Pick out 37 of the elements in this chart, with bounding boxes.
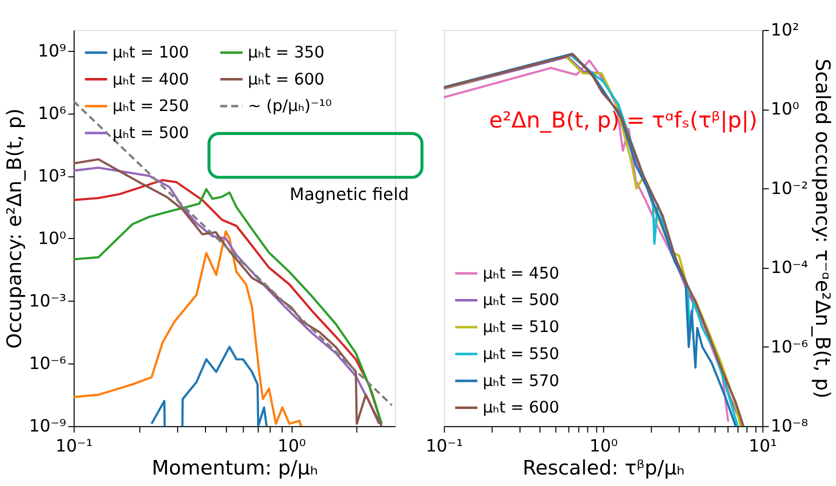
y-tick-label: 10⁻³ bbox=[28, 290, 66, 311]
y-tick-label: 10⁻⁹ bbox=[28, 416, 66, 436]
x-tick-label: 10⁰ bbox=[589, 436, 618, 456]
y-tick-label: 10⁻⁸ bbox=[770, 416, 808, 436]
y-tick-label: 10³ bbox=[38, 165, 66, 186]
x-axis-title: Rescaled: τᵝp/μₕ bbox=[522, 456, 685, 480]
y-tick-label: 10⁻⁴ bbox=[770, 257, 808, 278]
x-tick-label: 10⁰ bbox=[278, 436, 306, 456]
annotation: e²Δn_B(t, p) = τᵅfₛ(τᵝ|p|) bbox=[489, 108, 758, 134]
legend-label: μₕt = 350 bbox=[248, 42, 324, 62]
legend-label: μₕt = 550 bbox=[482, 344, 560, 363]
x-tick-label: 10¹ bbox=[748, 436, 777, 456]
legend-label: μₕt = 600 bbox=[248, 69, 324, 88]
x-axis-title: Momentum: p/μₕ bbox=[152, 456, 318, 480]
y-tick-label: 10⁰ bbox=[38, 228, 66, 248]
y-tick-label: 10⁻⁶ bbox=[770, 336, 808, 356]
legend-label: ~ (p/μₕ)⁻¹⁰ bbox=[248, 96, 332, 116]
legend-label: μₕt = 500 bbox=[482, 290, 560, 310]
y-axis-title: Occupancy: e²Δn_B(t, p) bbox=[2, 108, 26, 349]
legend-label: μₕt = 500 bbox=[112, 123, 190, 142]
x-tick-label: 10⁻¹ bbox=[426, 436, 463, 456]
legend-label: μₕt = 250 bbox=[112, 96, 190, 116]
y-axis-title: Scaled occupancy: τ⁻ᵅe²Δn_B(t, p) bbox=[811, 58, 834, 399]
y-tick-label: 10⁰ bbox=[770, 98, 800, 119]
legend-label: μₕt = 100 bbox=[112, 42, 190, 62]
legend-label: μₕt = 450 bbox=[482, 263, 560, 282]
annotation: Magnetic field bbox=[290, 184, 409, 204]
y-tick-label: 10⁹ bbox=[38, 40, 66, 60]
x-tick-label: 10⁻¹ bbox=[56, 436, 93, 456]
y-tick-label: 10⁻² bbox=[770, 178, 808, 198]
legend-label: μₕt = 510 bbox=[482, 317, 560, 336]
y-tick-label: 10² bbox=[770, 19, 800, 40]
y-tick-label: 10⁻⁶ bbox=[28, 353, 66, 374]
legend-label: μₕt = 400 bbox=[112, 69, 190, 88]
y-tick-label: 10⁶ bbox=[38, 102, 66, 123]
legend-label: μₕt = 600 bbox=[482, 398, 560, 417]
legend-label: μₕt = 570 bbox=[482, 370, 560, 390]
